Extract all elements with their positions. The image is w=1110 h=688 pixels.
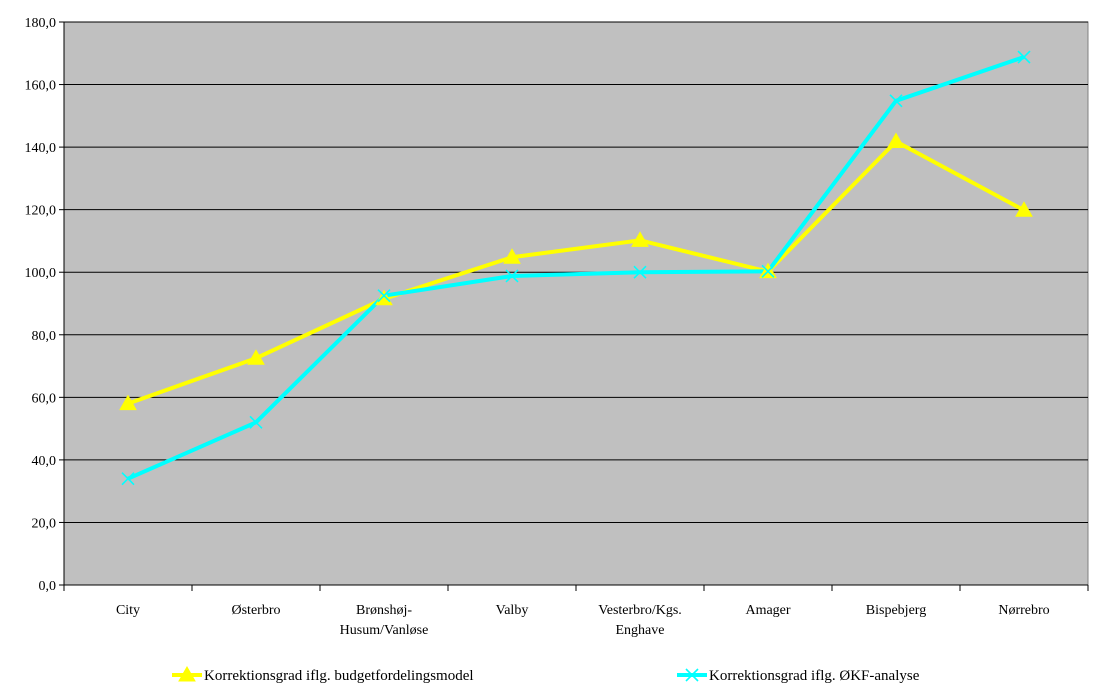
y-tick-label: 0,0	[39, 579, 57, 594]
x-axis-ticks: City Østerbro Brønshøj- Husum/Vanløse Valby V…	[63, 585, 1089, 638]
y-tick-label: 100,0	[25, 266, 57, 281]
data-point	[1017, 50, 1031, 64]
legend-marker	[685, 668, 699, 682]
data-point	[377, 289, 391, 303]
series-lines	[127, 55, 1025, 481]
marker-stroke	[377, 289, 391, 303]
series-line-2	[127, 55, 1025, 481]
marker-stroke	[761, 264, 775, 278]
y-tick-label: 180,0	[25, 16, 57, 31]
marker-stroke	[633, 265, 647, 279]
legend: Korrektionsgrad iflg. budgetfordelingsmo…	[172, 665, 920, 684]
y-tick-label: 60,0	[32, 391, 57, 406]
data-point	[887, 132, 905, 148]
data-point	[1015, 201, 1033, 217]
legend-marker	[178, 665, 196, 682]
legend-label: Korrektionsgrad iflg. ØKF-analyse	[709, 668, 920, 684]
y-axis-ticks: 0,0 20,0 40,0 60,0 80,0 100,0 120,0 140,0 160,0 1…	[25, 16, 64, 594]
data-point	[119, 394, 137, 411]
x-tick-label: Valby	[496, 603, 529, 618]
x-tick-label: Amager	[745, 603, 790, 618]
x-tick-label: Bispebjerg	[866, 603, 926, 618]
data-point	[761, 264, 775, 278]
y-tick-label: 40,0	[32, 454, 57, 469]
x-tick-label: Husum/Vanløse	[340, 623, 429, 638]
y-tick-label: 120,0	[25, 204, 57, 219]
y-tick-label: 20,0	[32, 516, 57, 531]
x-tick-label: City	[116, 603, 140, 618]
data-point	[247, 349, 265, 365]
marker-stroke	[505, 269, 519, 283]
data-point	[375, 289, 393, 306]
series-markers	[119, 50, 1033, 486]
data-point	[249, 415, 263, 429]
data-point	[505, 269, 519, 283]
data-point	[631, 231, 649, 247]
series-line-1	[127, 139, 1025, 406]
plot-area	[63, 21, 1089, 586]
data-point	[633, 265, 647, 279]
data-point	[121, 472, 135, 486]
y-tick-label: 80,0	[32, 329, 57, 344]
data-point	[889, 94, 903, 108]
x-tick-label: Enghave	[616, 623, 665, 638]
x-tick-label: Brønshøj-	[356, 603, 412, 618]
y-tick-label: 140,0	[25, 141, 57, 156]
legend-label: Korrektionsgrad iflg. budgetfordelingsmo…	[204, 668, 474, 684]
data-point	[503, 248, 521, 264]
marker-stroke	[121, 472, 135, 486]
y-tick-label: 160,0	[25, 79, 57, 94]
x-tick-label: Nørrebro	[998, 603, 1049, 618]
marker-stroke	[685, 668, 699, 682]
marker-stroke	[1017, 50, 1031, 64]
marker-stroke	[889, 94, 903, 108]
marker-stroke	[249, 415, 263, 429]
x-tick-label: Vesterbro/Kgs.	[598, 603, 682, 618]
x-tick-label: Østerbro	[232, 603, 281, 618]
